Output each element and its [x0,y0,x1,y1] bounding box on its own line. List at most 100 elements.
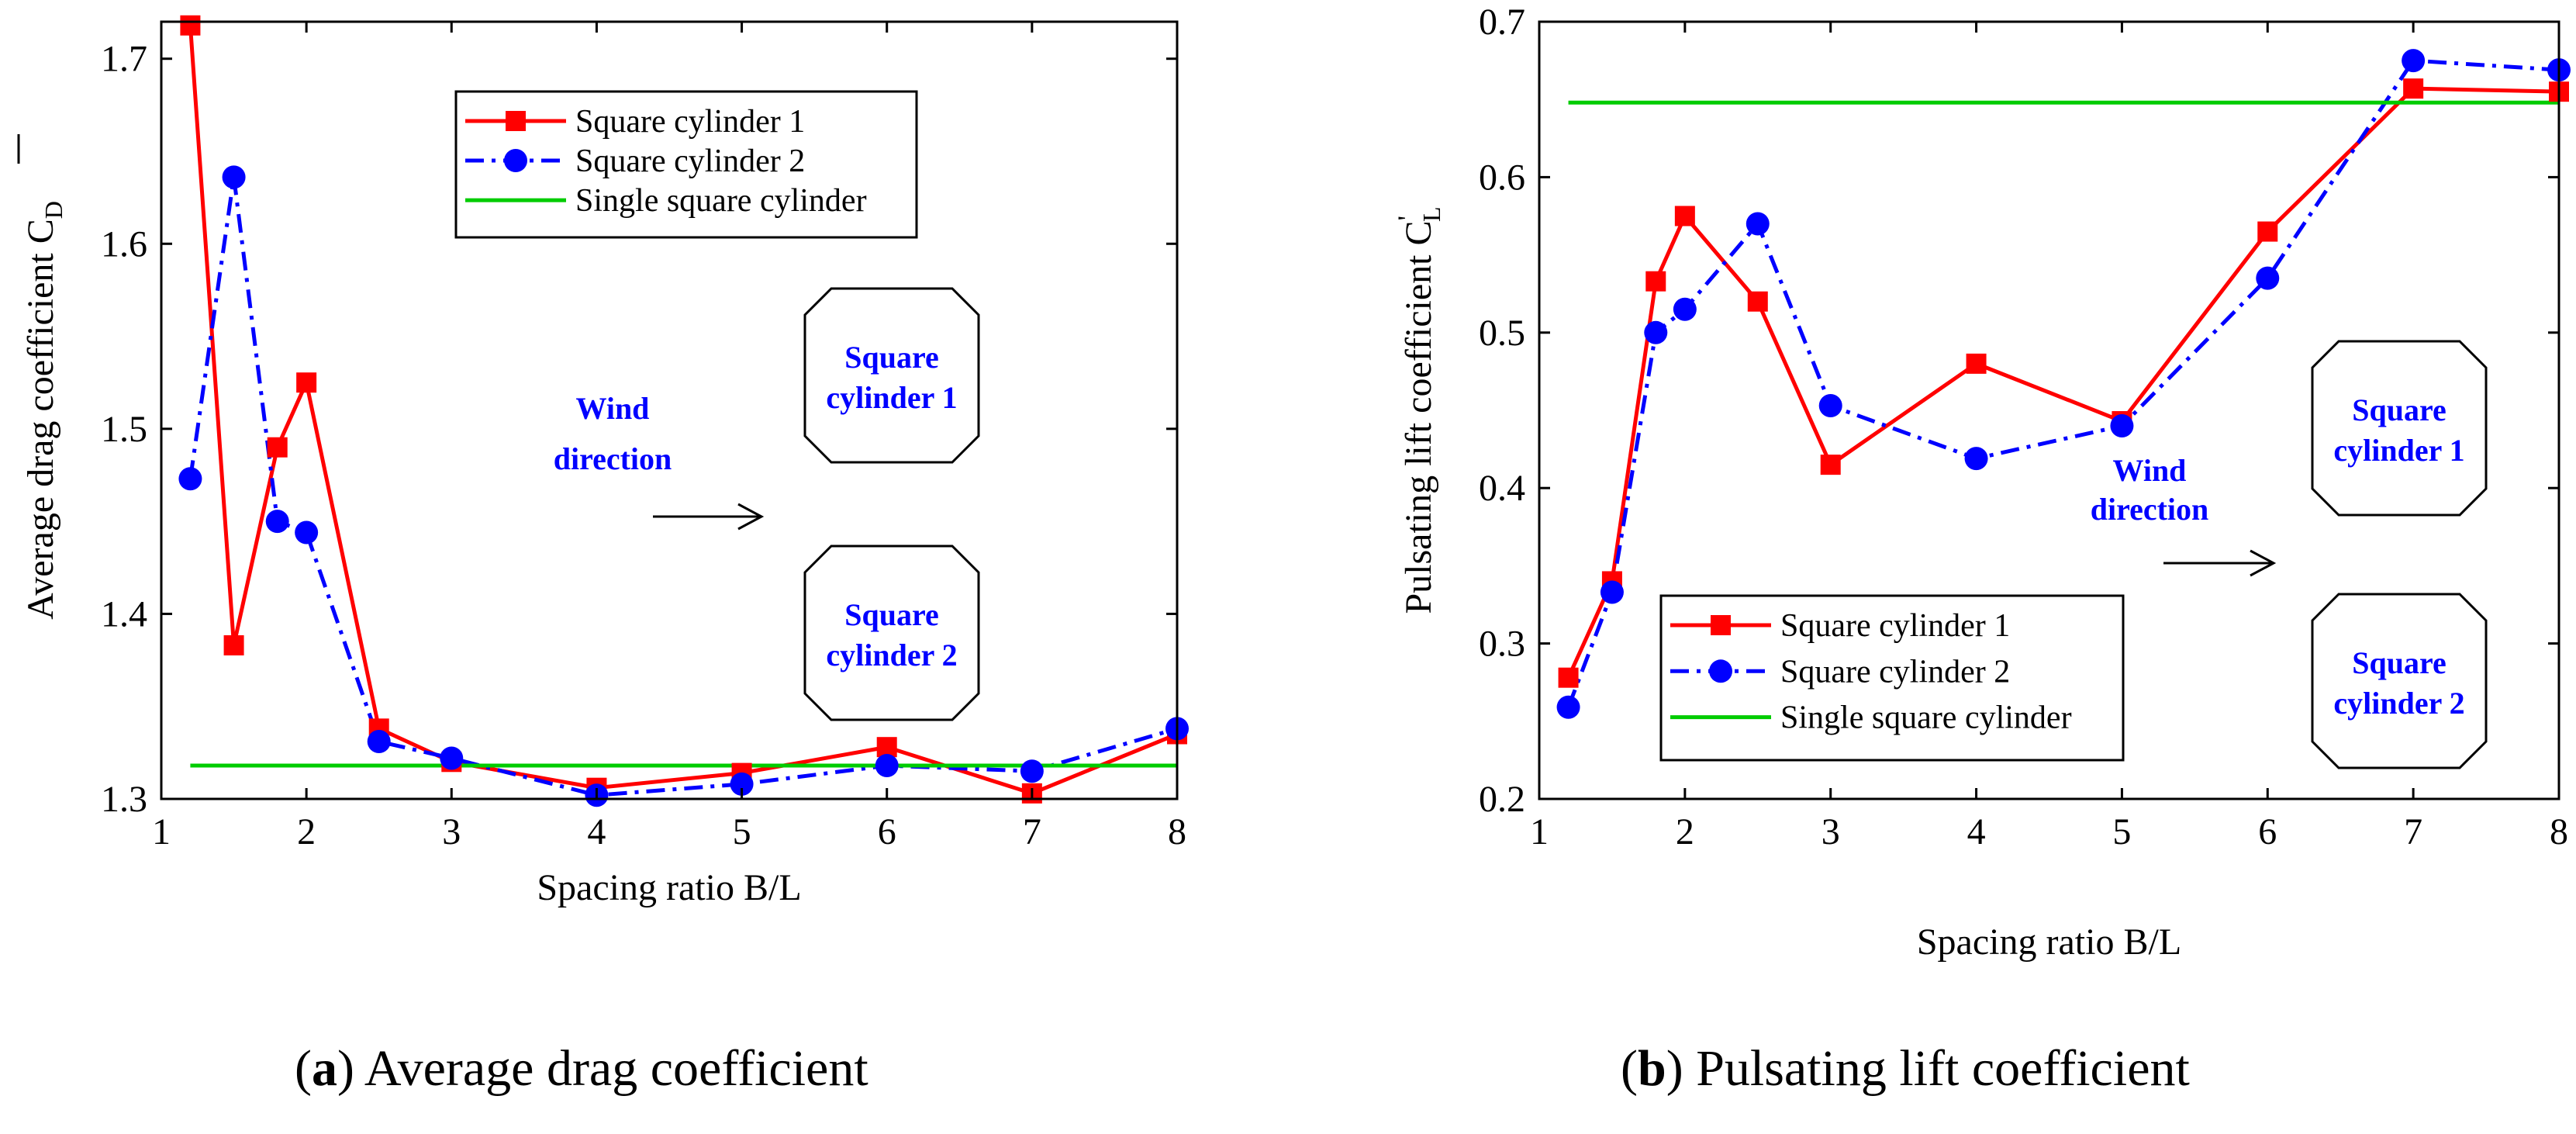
data-point-s2 [1964,447,1988,471]
x-tick-label: 7 [2404,811,2422,852]
data-point-s2 [295,520,319,545]
wind-arrow-head [2250,549,2277,577]
data-point-s2 [2402,49,2426,73]
x-tick-label: 8 [2550,811,2568,852]
y-axis-label-sub: D [40,201,67,219]
y-tick-label: 1.6 [101,223,147,264]
y-tick-label: 0.4 [1479,468,1525,509]
y-tick-label: 0.7 [1479,2,1525,43]
x-tick-label: 4 [587,811,606,852]
y-axis-label-sup: ' [1392,216,1423,221]
x-tick-label: 1 [1530,811,1549,852]
data-point-s2 [1818,393,1842,417]
chart-b: 1 2 3 4 5 6 7 8 0.2 0.3 0.4 0.5 0.6 0.7 Spacing ratio … [1392,2,2571,963]
x-axis-label: Spacing ratio B/L [1917,921,2181,963]
y-axis-label-main: Pulsating lift coefficient C [1398,221,1439,614]
chart-a: 1 2 3 4 5 6 7 8 1.3 1.4 1.5 1.6 1.7 Spacing ratio B/L… [17,15,1189,908]
data-point-s1 [1558,667,1579,688]
axes-frame [160,20,1179,800]
wind-arrow-head [737,503,765,531]
y-axis-label: Average drag coefficient CD [20,201,67,620]
series-line-2 [188,175,1177,797]
data-point-s1 [1674,206,1695,226]
wind-label: Wind [576,391,650,426]
x-tick-label: 2 [297,811,316,852]
wind-label: Wind [2113,453,2187,488]
data-point-s1 [2257,221,2278,242]
y-tick-label: 0.6 [1479,157,1525,198]
legend-label: Single square cylinder [1780,700,2072,736]
x-tick-label: 4 [1967,811,1986,852]
legend-label: Square cylinder 2 [1780,654,2010,690]
y-tick-label: 1.7 [101,39,147,80]
caption-a: (a) Average drag coefficient [295,1040,868,1097]
x-axis-label: Spacing ratio B/L [537,867,801,908]
x-tick-label: 6 [2258,811,2277,852]
data-point-s1 [223,634,244,655]
y-axis-label: Pulsating lift coefficient C'L [1392,206,1445,614]
x-tick-label: 2 [1676,811,1694,852]
data-point-s1 [1820,455,1841,475]
data-point-s1 [1966,353,1987,374]
data-point-s2 [875,754,899,778]
legend-marker [1711,615,1731,635]
caption-b-text: Pulsating lift coefficient [1696,1040,2190,1097]
cylinder-box2 [2311,593,2488,769]
data-point-s1 [1645,271,1666,292]
cylinder-label: Square [2352,645,2447,680]
data-point-s1 [180,15,201,36]
data-point-s1 [267,437,288,458]
axes-frame [1538,20,2560,800]
legend-marker [506,111,526,131]
y-tick-label: 1.4 [101,593,147,634]
legend-marker [504,149,527,173]
cylinder-box1 [803,287,980,464]
caption-b-letter: b [1637,1040,1666,1097]
wind-label: direction [2091,492,2209,527]
y-axis-label-main: Average drag coefficient C [20,219,61,620]
data-point-s1 [876,737,897,758]
legend-label: Square cylinder 2 [575,143,805,179]
caption-b: (b) Pulsating lift coefficient [1621,1040,2190,1097]
data-point-s2 [1020,759,1044,783]
legend-marker [1709,659,1732,683]
x-tick-label: 3 [442,811,461,852]
cylinder-box1 [2311,340,2488,517]
caption-a-letter: a [311,1040,337,1097]
x-tick-label: 5 [733,811,751,852]
legend-box [1659,594,2125,762]
x-tick-label: 3 [1822,811,1840,852]
data-point-s2 [2110,414,2134,438]
data-point-s2 [1644,320,1668,344]
wind-label: direction [554,441,672,476]
cylinder-label: cylinder 2 [826,638,957,672]
annotations: Square cylinder 1 Square cylinder 2 Wind dire… [554,287,980,721]
cylinder-box2 [803,545,980,721]
y-tick-label: 0.5 [1479,313,1525,354]
data-point-s2 [2256,266,2280,290]
cylinder-label: cylinder 1 [826,380,957,415]
data-point-s2 [1600,580,1624,604]
caption-a-text: Average drag coefficient [364,1040,868,1097]
legend-label: Square cylinder 1 [575,104,805,140]
data-point-s2 [1746,212,1770,236]
x-tick-label: 5 [2112,811,2131,852]
data-point-s2 [265,510,289,534]
y-tick-label: 1.3 [101,779,147,820]
cylinder-label: cylinder 2 [2333,686,2464,721]
legend-box [454,90,918,239]
y-tick-label: 0.3 [1479,624,1525,665]
data-point-s1 [296,372,317,393]
cylinder-label: cylinder 1 [2333,433,2464,468]
x-tick-label: 6 [878,811,896,852]
data-point-s1 [1747,291,1768,312]
y-tick-label: 1.5 [101,409,147,450]
legend: Square cylinder 1 Square cylinder 2 Single… [1659,594,2125,762]
x-tick-label: 7 [1023,811,1041,852]
data-point-s2 [1556,695,1580,719]
data-point-s2 [730,772,754,796]
legend-label: Square cylinder 1 [1780,608,2010,644]
x-tick-label: 1 [152,811,171,852]
